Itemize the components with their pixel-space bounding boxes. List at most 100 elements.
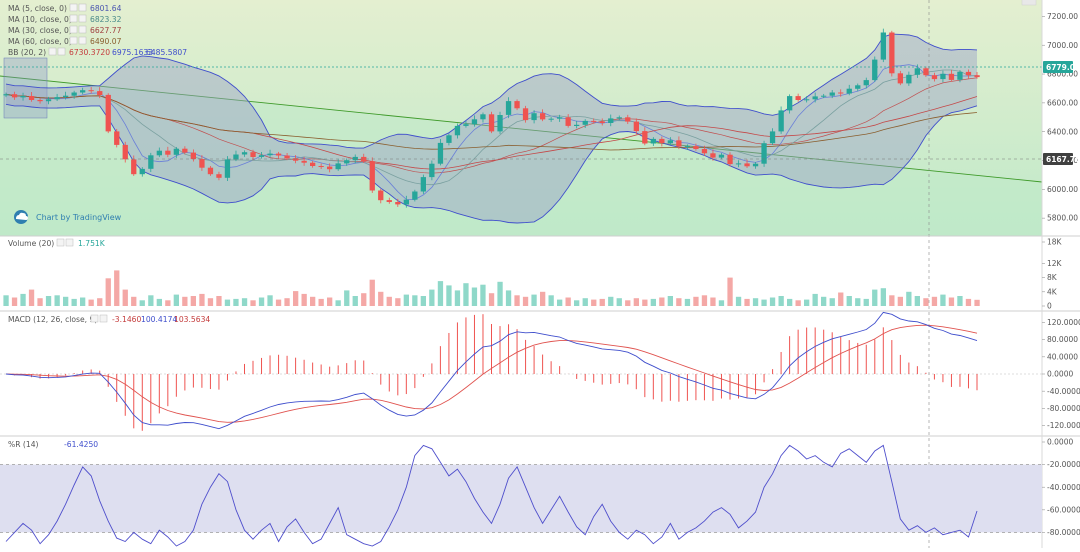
volume-bar: [258, 297, 265, 306]
volume-bar: [684, 298, 691, 306]
macd-tick-label: -80.0000: [1047, 404, 1080, 413]
price-axis[interactable]: 7200.007000.006800.006600.006400.006200.…: [1042, 12, 1078, 223]
candle: [710, 149, 716, 161]
candle-body: [97, 91, 103, 95]
candle: [437, 139, 444, 166]
volume-bar: [778, 296, 784, 306]
candle-body: [897, 73, 903, 84]
volume-bar: [327, 297, 333, 306]
legend-close-icon[interactable]: [65, 238, 74, 247]
candle-body: [872, 59, 878, 81]
williams-r-tick-label: -20.0000: [1047, 460, 1080, 469]
candle-body: [769, 131, 776, 144]
candle: [846, 84, 852, 96]
legend-ma5[interactable]: MA (5, close, 0) 6801.64: [8, 3, 122, 13]
williams-r-line: [5, 444, 978, 547]
legend-settings-icon[interactable]: [90, 314, 99, 323]
candle: [54, 93, 60, 101]
volume-bar: [37, 298, 43, 306]
volume-bar: [591, 299, 597, 306]
candle-body: [88, 90, 94, 92]
candle-body: [250, 152, 256, 157]
macd-tick-label: -120.0000: [1047, 421, 1080, 430]
candle: [182, 146, 188, 155]
candle: [540, 109, 546, 122]
legend-macd-value-3: 103.5634: [174, 315, 210, 324]
legend-macd[interactable]: MACD (12, 26, close, 9) -3.1460 100.4174…: [8, 314, 210, 324]
legend-ma10-label: MA (10, close, 0): [8, 15, 72, 24]
candle: [207, 165, 214, 176]
volume-bar: [497, 281, 503, 306]
volume-bar: [974, 299, 980, 306]
candle-body: [412, 191, 418, 200]
volume-bar: [625, 300, 631, 306]
volume-bar: [676, 298, 682, 306]
candle-body: [463, 124, 469, 126]
volume-bar: [480, 284, 486, 306]
candle: [20, 92, 26, 101]
volume-bar: [522, 296, 529, 306]
trend-line[interactable]: [0, 75, 1043, 183]
williams-r-band: [0, 464, 1042, 533]
candle-body: [735, 163, 742, 165]
volume-bar: [914, 296, 920, 306]
candle: [122, 141, 128, 163]
legend-close-icon[interactable]: [78, 3, 87, 12]
legend-settings-icon[interactable]: [69, 36, 78, 45]
legend-close-icon[interactable]: [78, 25, 87, 34]
volume-bar: [207, 298, 214, 306]
legend-macd-value-2: 100.4174: [141, 315, 177, 324]
legend-macd-label: MACD (12, 26, close, 9): [8, 315, 97, 324]
candle: [591, 118, 597, 124]
legend-close-icon[interactable]: [57, 47, 66, 56]
volume-bar: [787, 298, 793, 306]
volume-bar: [727, 277, 733, 306]
candle: [880, 28, 886, 63]
volume-bar: [335, 300, 341, 306]
candle-body: [795, 96, 801, 100]
legend-williams-r[interactable]: %R (14) -61.4250: [8, 440, 98, 449]
legend-settings-icon[interactable]: [48, 47, 57, 56]
candle: [71, 90, 77, 99]
candle: [897, 70, 903, 86]
volume-bar: [301, 293, 307, 306]
volume-bar: [224, 299, 231, 306]
volume-bar: [693, 296, 699, 306]
candle: [778, 106, 784, 134]
legend-close-icon[interactable]: [78, 14, 87, 23]
legend-ma60[interactable]: MA (60, close, 0) 6490.07: [8, 36, 122, 46]
candle: [114, 128, 120, 148]
legend-ma10[interactable]: MA (10, close, 0) 6823.32: [8, 14, 122, 24]
candle: [855, 83, 861, 92]
legend-settings-icon[interactable]: [69, 25, 78, 34]
candle-body: [761, 143, 767, 164]
legend-volume[interactable]: Volume (20) 1.751K: [8, 238, 106, 248]
volume-bar: [880, 288, 886, 306]
candle-body: [914, 68, 920, 75]
candle: [684, 144, 691, 150]
legend-bb[interactable]: BB (20, 2) 6730.3720 6975.1633 6485.5807: [8, 47, 187, 57]
candle-body: [63, 95, 69, 98]
macd-axis[interactable]: 120.0000 80.0000 40.0000 0.0000 -40.0000 -80.…: [1042, 318, 1080, 430]
candle-body: [488, 114, 495, 132]
current-price-badge: 6779.01: [1043, 61, 1080, 73]
legend-ma30[interactable]: MA (30, close, 0) 6627.77: [8, 25, 122, 35]
legend-settings-icon[interactable]: [69, 14, 78, 23]
candle: [795, 93, 801, 102]
tradingview-watermark[interactable]: Chart by TradingView: [14, 210, 122, 224]
price-tick-label: 7000.00: [1047, 41, 1078, 50]
candle-body: [139, 168, 145, 175]
volume-axis[interactable]: 18K 12K 8K 4K 0: [1042, 238, 1063, 311]
legend-settings-icon[interactable]: [69, 3, 78, 12]
volume-bar: [965, 298, 972, 306]
legend-close-icon[interactable]: [78, 36, 87, 45]
legend-close-icon[interactable]: [99, 314, 108, 323]
williams-r-axis[interactable]: 0.0000 -20.0000 -40.0000 -60.0000 -80.0000: [1042, 438, 1080, 537]
volume-bar: [616, 298, 622, 306]
legend-settings-icon[interactable]: [56, 238, 65, 247]
settings-icon[interactable]: [1021, 0, 1037, 6]
candle: [80, 87, 86, 95]
volume-bar: [906, 291, 912, 306]
